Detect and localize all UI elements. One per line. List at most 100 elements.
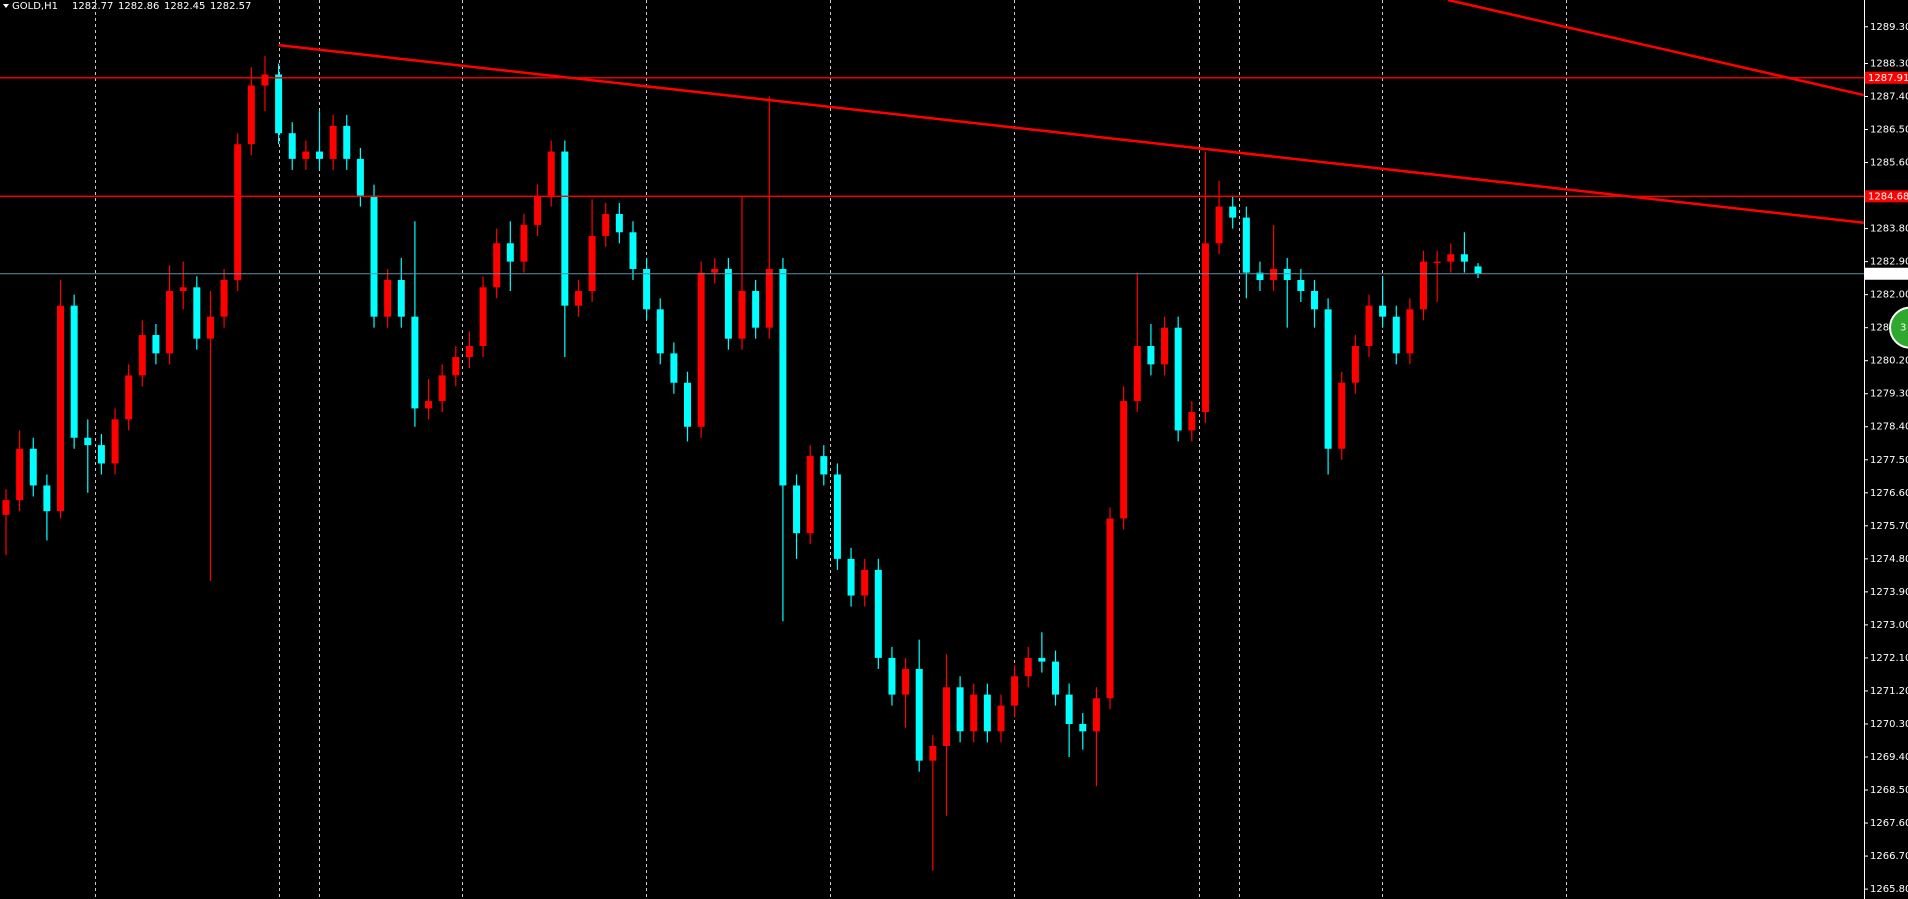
bid-price-label: 1282.57 <box>1868 269 1908 280</box>
y-tick-label: 1266.70 <box>1870 851 1908 862</box>
candle-body <box>1174 327 1182 431</box>
candle-body <box>1433 261 1441 264</box>
candle-body <box>670 353 678 383</box>
candle-body <box>1460 254 1468 262</box>
candle-body <box>465 346 473 358</box>
candle-body <box>697 272 705 427</box>
candle-body <box>343 125 351 159</box>
candle-body <box>247 85 255 145</box>
candle-body <box>833 474 841 559</box>
candle-body <box>1365 305 1373 347</box>
candle-body <box>125 375 133 420</box>
candle-body <box>261 74 269 86</box>
header-close: 1282.57 <box>210 1 251 12</box>
candle-body <box>1188 412 1196 431</box>
candle-body <box>1379 305 1387 317</box>
candle-body <box>1161 327 1169 365</box>
candle-body <box>779 268 787 486</box>
candle-body <box>1447 254 1455 262</box>
header-high: 1282.86 <box>118 1 159 12</box>
y-tick-label: 1274.80 <box>1870 554 1908 565</box>
candle-body <box>1201 243 1209 413</box>
candle-body <box>615 213 623 233</box>
candle-body <box>152 335 160 354</box>
hline-price-label: 1284.68 <box>1868 191 1908 202</box>
candle-body <box>16 448 24 501</box>
candle-body <box>874 569 882 658</box>
candle-body <box>1297 279 1305 291</box>
order-badge <box>1889 306 1908 349</box>
candle-body <box>70 305 78 438</box>
candle-body <box>765 268 773 328</box>
candle-body <box>356 158 364 196</box>
candle-body <box>438 375 446 402</box>
candle-body <box>902 668 910 695</box>
candle-body <box>111 419 119 464</box>
y-tick-label: 1268.50 <box>1870 785 1908 796</box>
candle-body <box>1024 657 1032 677</box>
candle-body <box>997 705 1005 732</box>
candle-body <box>206 316 214 339</box>
candle-body <box>97 445 105 464</box>
candle-body <box>1229 206 1237 218</box>
candle-body <box>452 357 460 376</box>
candle-body <box>1351 346 1359 383</box>
y-tick-label: 1289.30 <box>1870 22 1908 33</box>
candle-body <box>929 745 937 761</box>
candle-body <box>57 305 65 512</box>
candle-body <box>983 694 991 732</box>
candle-body <box>315 151 323 159</box>
candle-body <box>479 287 487 347</box>
candle-body <box>752 290 760 328</box>
header-open: 1282.77 <box>72 1 113 12</box>
y-tick-label: 1277.50 <box>1870 455 1908 466</box>
menu-arrow <box>3 4 9 8</box>
y-tick-label: 1281.10 <box>1870 323 1908 334</box>
y-tick-label: 1271.20 <box>1870 686 1908 697</box>
candle-body <box>425 401 433 409</box>
candle-body <box>547 151 555 196</box>
header: GOLD,H1 1282.77 1282.86 1282.45 1282.57 <box>3 1 251 12</box>
candle-body <box>1270 268 1278 280</box>
candle-body <box>1120 401 1128 519</box>
candle-body <box>534 195 542 225</box>
y-tick-label: 1282.00 <box>1870 290 1908 301</box>
candle-body <box>220 279 228 317</box>
candle-body <box>1011 676 1019 706</box>
candle-body <box>956 687 964 732</box>
candle-body <box>1310 290 1318 310</box>
hline-price-label: 1287.91 <box>1868 73 1908 84</box>
candle-body <box>288 133 296 159</box>
candle-body <box>493 243 501 288</box>
candle-body <box>1147 346 1155 365</box>
candle-body <box>1065 694 1073 724</box>
y-tick-label: 1270.30 <box>1870 719 1908 730</box>
y-tick-label: 1285.60 <box>1870 158 1908 169</box>
candle-body <box>942 687 950 746</box>
candle-body <box>1215 206 1223 244</box>
header-low: 1282.45 <box>164 1 205 12</box>
candle-body <box>179 287 187 291</box>
candle-body <box>1079 723 1087 732</box>
candle-body <box>84 437 92 446</box>
y-tick-label: 1287.40 <box>1870 92 1908 103</box>
candle-body <box>656 309 664 354</box>
y-tick-label: 1279.30 <box>1870 389 1908 400</box>
candle-body <box>397 279 405 317</box>
y-tick-label: 1286.50 <box>1870 125 1908 136</box>
candle-body <box>1420 261 1428 310</box>
candle-body <box>1256 272 1264 280</box>
y-tick-label: 1273.90 <box>1870 587 1908 598</box>
y-tick-label: 1283.80 <box>1870 224 1908 235</box>
candle-body <box>193 287 201 339</box>
y-tick-label: 1288.30 <box>1870 58 1908 69</box>
candle-body <box>166 290 174 354</box>
y-tick-label: 1280.20 <box>1870 356 1908 367</box>
bid-price-box <box>1865 267 1908 280</box>
y-tick-label: 1282.90 <box>1870 257 1908 268</box>
y-tick-label: 1267.60 <box>1870 818 1908 829</box>
candle-body <box>724 268 732 339</box>
candle-body <box>684 382 691 427</box>
